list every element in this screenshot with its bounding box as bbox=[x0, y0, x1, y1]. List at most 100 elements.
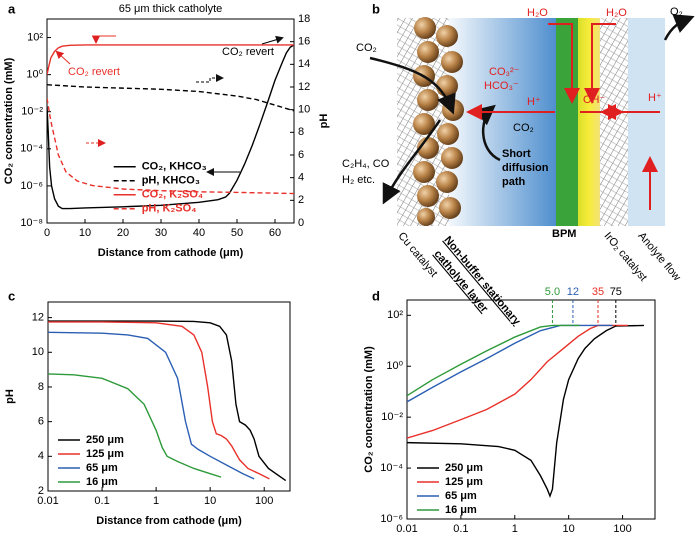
x-tick-label: 0.1 bbox=[453, 523, 468, 535]
y-tick-label: 6 bbox=[38, 416, 44, 428]
legend-label: 16 μm bbox=[445, 504, 477, 516]
series-line bbox=[47, 44, 294, 75]
diagram-label: CO₂ bbox=[513, 122, 534, 134]
diagram-label: CO₂ bbox=[356, 42, 377, 54]
y-tick-label: 10⁻⁸ bbox=[20, 217, 43, 229]
annotation: CO₂ revert bbox=[68, 66, 120, 78]
legend-label: pH, K₂SO₄ bbox=[142, 203, 197, 215]
marker-label: 5.0 bbox=[545, 286, 560, 298]
plot-frame bbox=[46, 18, 295, 224]
y2-tick-label: 10 bbox=[298, 104, 310, 116]
y2-axis-label: pH bbox=[318, 114, 330, 129]
diagram-label: CO₃²⁻ bbox=[489, 66, 520, 78]
x-tick-label: 0 bbox=[44, 227, 50, 239]
diagram-label: OH⁻ bbox=[583, 94, 606, 106]
series-line bbox=[407, 324, 628, 439]
x-tick-label: 0.1 bbox=[94, 495, 109, 507]
y-tick-label: 10⁻⁴ bbox=[380, 462, 403, 474]
arrow bbox=[55, 50, 71, 65]
y-tick-label: 10⁻² bbox=[21, 106, 43, 118]
legend-label: 65 μm bbox=[86, 462, 118, 474]
y2-tick-label: 16 bbox=[298, 36, 310, 48]
y-tick-label: 12 bbox=[32, 312, 44, 324]
legend-label: 65 μm bbox=[445, 490, 477, 502]
chart-title: 65 μm thick catholyte bbox=[119, 3, 223, 15]
marker-label: 35 bbox=[592, 286, 604, 298]
marker-label: 12 bbox=[567, 286, 579, 298]
marker-label: 75 bbox=[610, 286, 622, 298]
panel-label: b bbox=[372, 1, 380, 16]
series-line bbox=[47, 98, 294, 195]
x-axis-label: Distance from cathode (μm) bbox=[96, 515, 242, 527]
series-line bbox=[48, 331, 255, 480]
x-tick-label: 50 bbox=[231, 227, 243, 239]
y2-tick-label: 14 bbox=[298, 58, 310, 70]
diagram-label: H₂O bbox=[527, 7, 548, 19]
series-line bbox=[47, 84, 294, 112]
x-tick-label: 60 bbox=[269, 227, 281, 239]
x-tick-label: 100 bbox=[255, 495, 273, 507]
x-tick-label: 10 bbox=[79, 227, 91, 239]
y2-tick-label: 0 bbox=[298, 217, 304, 229]
series-line bbox=[48, 373, 222, 478]
diagram-label: HCO₃⁻ bbox=[484, 80, 519, 92]
y-tick-label: 10⁻⁶ bbox=[380, 513, 403, 525]
legend-label: pH, KHCO₃ bbox=[142, 175, 200, 187]
x-tick-label: 20 bbox=[117, 227, 129, 239]
panel-label: a bbox=[8, 1, 16, 16]
x-tick-label: 40 bbox=[193, 227, 205, 239]
plot-frame bbox=[47, 301, 291, 492]
x-tick-label: 10 bbox=[563, 523, 575, 535]
diagram-label: diffusion bbox=[502, 162, 549, 174]
plot-frame bbox=[406, 299, 656, 520]
plot: 0.010.111010010⁻⁶10⁻⁴10⁻²10⁰10²Distance … bbox=[363, 286, 656, 535]
bpm bbox=[556, 18, 578, 226]
diagram-label: Short bbox=[502, 148, 531, 160]
y2-tick-label: 18 bbox=[298, 13, 310, 25]
anolyte bbox=[628, 18, 665, 226]
y-tick-label: 2 bbox=[38, 485, 44, 497]
iro2-catalyst bbox=[600, 18, 628, 226]
x-tick-label: 1 bbox=[153, 495, 159, 507]
legend-label: 16 μm bbox=[86, 476, 118, 488]
series-line bbox=[47, 44, 294, 210]
diagram-label: O₂ bbox=[670, 6, 683, 18]
y-axis-label: CO₂ concentration (mM) bbox=[363, 346, 375, 473]
legend-label: 125 μm bbox=[445, 476, 483, 488]
y2-tick-label: 12 bbox=[298, 81, 310, 93]
legend-label: 250 μm bbox=[445, 462, 483, 474]
panel-label: d bbox=[372, 288, 380, 303]
y-tick-label: 10⁰ bbox=[386, 360, 403, 372]
diagram-label: H⁺ bbox=[648, 92, 662, 104]
y-tick-label: 4 bbox=[38, 450, 44, 462]
x-tick-label: 100 bbox=[613, 523, 631, 535]
arrow bbox=[196, 74, 224, 83]
x-tick-label: 0.01 bbox=[37, 495, 58, 507]
panel-label: c bbox=[8, 288, 15, 303]
series-line bbox=[407, 324, 580, 397]
y-tick-label: 10⁻⁴ bbox=[20, 143, 43, 155]
y-tick-label: 8 bbox=[38, 381, 44, 393]
legend-label: 250 μm bbox=[86, 434, 124, 446]
y-tick-label: 10⁻² bbox=[381, 411, 403, 423]
legend-label: CO₂, K₂SO₄ bbox=[142, 189, 203, 201]
catalyst-particles bbox=[413, 17, 464, 226]
annotation: CO₂ revert bbox=[222, 46, 274, 58]
diagram-label: path bbox=[502, 176, 526, 188]
series-line bbox=[407, 324, 613, 403]
y2-tick-label: 2 bbox=[298, 194, 304, 206]
x-axis-label: Distance from cathode (μm) bbox=[98, 247, 244, 259]
x-tick-label: 30 bbox=[155, 227, 167, 239]
series-line bbox=[48, 321, 270, 480]
diagram-label: H₂ etc. bbox=[342, 174, 375, 186]
y2-tick-label: 8 bbox=[298, 126, 304, 138]
arrow bbox=[261, 35, 284, 45]
series-line bbox=[48, 320, 287, 482]
legend-label: 125 μm bbox=[86, 448, 124, 460]
y2-tick-label: 4 bbox=[298, 172, 304, 184]
catholyte-layer bbox=[449, 18, 556, 226]
y-tick-label: 10² bbox=[387, 309, 403, 321]
diagram-label: C₂H₄, CO bbox=[342, 158, 390, 170]
y-tick-label: 10 bbox=[32, 346, 44, 358]
